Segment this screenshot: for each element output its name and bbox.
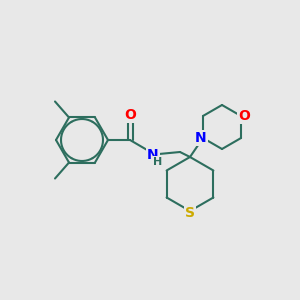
Text: S: S bbox=[185, 206, 195, 220]
Text: O: O bbox=[238, 109, 250, 123]
Text: O: O bbox=[124, 108, 136, 122]
Text: N: N bbox=[195, 131, 207, 145]
Text: H: H bbox=[153, 157, 163, 167]
Text: N: N bbox=[147, 148, 159, 162]
